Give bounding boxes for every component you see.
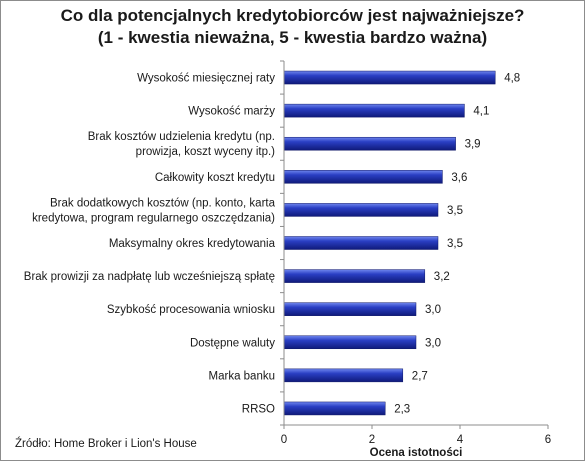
bar-2: [283, 103, 465, 118]
value-label-10: 2,7: [412, 370, 428, 382]
bar-5: [283, 203, 439, 217]
category-label-6: Maksymalny okres kredytowania: [109, 238, 276, 250]
bar-11: [283, 401, 386, 416]
x-tick-label-1: 0: [281, 434, 287, 446]
source-note: Źródło: Home Broker i Lion's House: [15, 438, 197, 450]
bar-8: [283, 302, 417, 316]
category-label-4: Całkowity koszt kredytu: [155, 172, 275, 184]
bar-4: [283, 170, 443, 184]
category-label-7: Brak prowizji za nadpłatę lub wcześniejs…: [24, 271, 275, 283]
category-label-3: Brak kosztów udzielenia kredytu (np. prow…: [88, 131, 275, 158]
category-labels-layer: 4,8 Wysokość miesięcznej raty 4,1 Wysokość …: [24, 73, 520, 416]
category-label-5: Brak dodatkowych kosztów (np. konto, kar…: [32, 197, 276, 224]
value-label-8: 3,0: [425, 304, 441, 316]
value-label-4: 3,6: [451, 172, 467, 184]
value-label-11: 2,3: [394, 403, 410, 415]
x-axis-title: Ocena istotności: [370, 447, 463, 459]
bars-layer: [283, 70, 496, 416]
bar-10: [283, 368, 404, 383]
x-tick-label-3: 4: [457, 434, 464, 446]
chart-title-line-2: (1 - kwestia nieważna, 5 - kwestia bardz…: [97, 28, 488, 47]
category-label-8: Szybkość procesowania wniosku: [107, 304, 275, 316]
value-label-9: 3,0: [425, 337, 441, 349]
bar-7: [283, 269, 426, 283]
x-tick-label-4: 6: [545, 434, 551, 446]
category-label-9: Dostępne waluty: [190, 337, 275, 349]
bar-3: [283, 136, 456, 151]
value-label-6: 3,5: [447, 238, 463, 250]
bar-9: [283, 335, 417, 350]
chart-title: Co dla potencjalnych kredytobiorców jest…: [1, 5, 584, 49]
category-label-11: RRSO: [242, 403, 275, 415]
x-tick-label-2: 2: [369, 434, 375, 446]
category-label-2: Wysokość marży: [188, 106, 275, 118]
bar-1: [283, 70, 496, 85]
bar-6: [283, 236, 439, 250]
category-label-1: Wysokość miesięcznej raty: [137, 73, 275, 85]
value-label-2: 4,1: [473, 106, 489, 118]
value-label-5: 3,5: [447, 205, 463, 217]
value-label-3: 3,9: [465, 139, 481, 151]
category-label-10: Marka banku: [209, 370, 275, 382]
axis-layer: 0 2 4 6 Ocena istotności: [280, 60, 551, 459]
value-label-7: 3,2: [434, 271, 450, 283]
value-label-1: 4,8: [504, 73, 520, 85]
chart-title-line-1: Co dla potencjalnych kredytobiorców jest…: [60, 6, 525, 25]
